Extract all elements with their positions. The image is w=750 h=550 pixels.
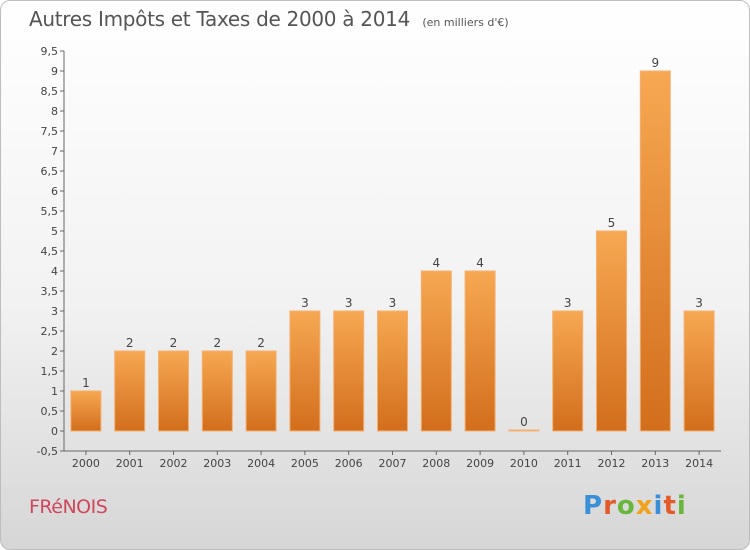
bar-series: 1 2 2 2 2 3 3 3 4 4 0 3 5 9 3 [70,56,715,432]
chart-axes: -0,5 0 0,5 1 1,5 2 2,5 3 3,5 4 4,5 5 5,5 6 6,5 7 7,5 8 8,5… [37,45,721,470]
y-tick-label: 5,5 [41,205,59,218]
logo-letter: x [635,491,654,521]
data-label: 2 [257,336,265,350]
bar [289,310,321,432]
bar [201,350,233,432]
y-tick-label: 6 [51,185,58,198]
data-label: 3 [564,296,572,310]
logo-letter: i [676,491,687,521]
bar [464,270,496,432]
data-label: 2 [170,336,178,350]
data-label: 2 [213,336,221,350]
y-tick-label: 3,5 [41,285,59,298]
data-label: 0 [520,415,528,429]
y-tick-label: 8 [51,105,58,118]
data-label: 3 [345,296,353,310]
y-tick-label: 2,5 [41,325,59,338]
bar [639,70,671,432]
data-label: 3 [695,296,703,310]
data-label: 3 [301,296,309,310]
x-tick-label: 2010 [510,457,538,470]
data-label: 4 [432,256,440,270]
data-label: 9 [651,56,659,70]
y-tick-label: 6,5 [41,165,59,178]
logo-letter: r [603,491,617,521]
logo-letter: i [653,491,664,521]
x-tick-label: 2011 [554,457,582,470]
y-tick-label: 1,5 [41,365,59,378]
data-label: 4 [476,256,484,270]
y-tick-label: 0 [51,425,58,438]
data-label: 1 [82,376,90,390]
y-tick-label: 4,5 [41,245,59,258]
y-tick-label: 9 [51,65,58,78]
x-tick-label: 2005 [291,457,319,470]
logo-letter: t [663,491,677,521]
town-name: FRéNOIS [29,496,108,518]
y-tick-label: 7 [51,145,58,158]
y-tick-label: 5 [51,225,58,238]
bar [552,310,584,432]
x-tick-label: 2007 [379,457,407,470]
proxiti-logo[interactable]: Proxiti [583,491,687,521]
data-label: 3 [389,296,397,310]
x-tick-label: 2013 [641,457,669,470]
x-tick-label: 2003 [203,457,231,470]
bar [508,429,540,432]
y-tick-label: 8,5 [41,85,59,98]
data-label: 5 [608,216,616,230]
data-label: 2 [126,336,134,350]
x-tick-label: 2001 [116,457,144,470]
bar [333,310,365,432]
y-tick-label: 1 [51,385,58,398]
bar [158,350,189,432]
y-tick-label: -0,5 [37,445,58,458]
y-tick-label: 2 [51,345,58,358]
logo-letter: o [616,491,636,521]
bar [420,270,452,432]
logo-letter: P [583,491,604,521]
y-tick-label: 9,5 [41,45,59,58]
y-tick-label: 3 [51,305,58,318]
bar [70,390,102,432]
x-tick-label: 2000 [72,457,100,470]
bar [596,230,627,432]
bar [114,350,146,432]
y-tick-label: 7,5 [41,125,59,138]
bar [245,350,277,432]
x-tick-label: 2006 [335,457,363,470]
x-tick-label: 2002 [160,457,188,470]
bar [377,310,408,432]
x-tick-label: 2004 [247,457,275,470]
chart-title-text: Autres Impôts et Taxes de 2000 à 2014 [29,7,410,31]
y-tick-label: 4 [51,265,58,278]
chart-title: Autres Impôts et Taxes de 2000 à 2014 (e… [29,7,509,31]
x-tick-label: 2014 [685,457,713,470]
x-tick-label: 2008 [422,457,450,470]
x-tick-label: 2009 [466,457,494,470]
chart-unit: (en milliers d'€) [422,16,509,29]
y-tick-label: 0,5 [41,405,59,418]
bar [683,310,715,432]
x-tick-label: 2012 [598,457,626,470]
